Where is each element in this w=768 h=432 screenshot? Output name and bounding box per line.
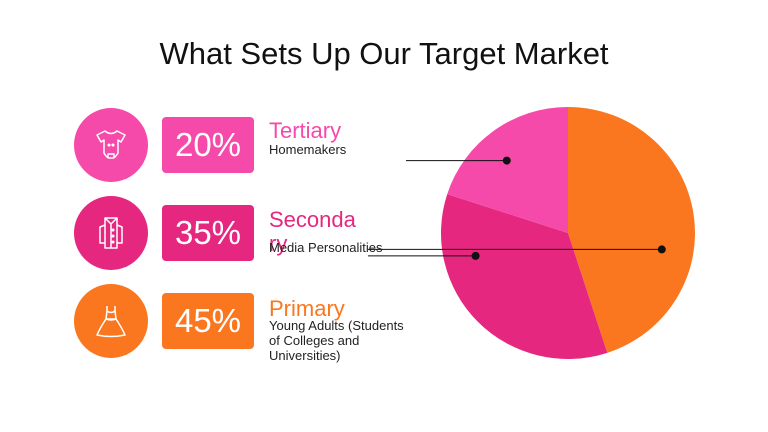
tertiary-percent-box: 20% xyxy=(162,117,254,173)
tertiary-percent: 20% xyxy=(174,126,242,163)
secondary-icon-circle xyxy=(74,196,148,270)
leader-dot-tertiary xyxy=(502,156,511,165)
page-title: What Sets Up Our Target Market xyxy=(159,36,609,71)
baby-onesie-icon xyxy=(96,130,126,159)
primary-icon-circle xyxy=(74,284,148,358)
dress-icon xyxy=(96,306,126,338)
secondary-percent-box: 35% xyxy=(162,205,254,261)
primary-percent-box: 45% xyxy=(162,293,254,349)
shirt-icon xyxy=(99,217,123,249)
primary-percent: 45% xyxy=(174,302,242,339)
primary-description: Young Adults (Students of Colleges and U… xyxy=(269,318,404,363)
pie-slice-secondary xyxy=(440,194,608,360)
secondary-description: Media Personalities xyxy=(269,240,383,255)
secondary-category-label: Seconda ry xyxy=(269,207,356,256)
leader-dot-secondary xyxy=(471,251,480,260)
pie-slice-primary xyxy=(568,107,695,353)
leader-dot-primary xyxy=(657,245,666,254)
primary-category-label: Primary xyxy=(269,296,345,321)
tertiary-icon-circle xyxy=(74,108,148,182)
tertiary-description: Homemakers xyxy=(269,142,347,157)
secondary-percent: 35% xyxy=(174,214,242,251)
tertiary-category-label: Tertiary xyxy=(269,118,342,143)
pie-slice-tertiary xyxy=(447,107,568,233)
